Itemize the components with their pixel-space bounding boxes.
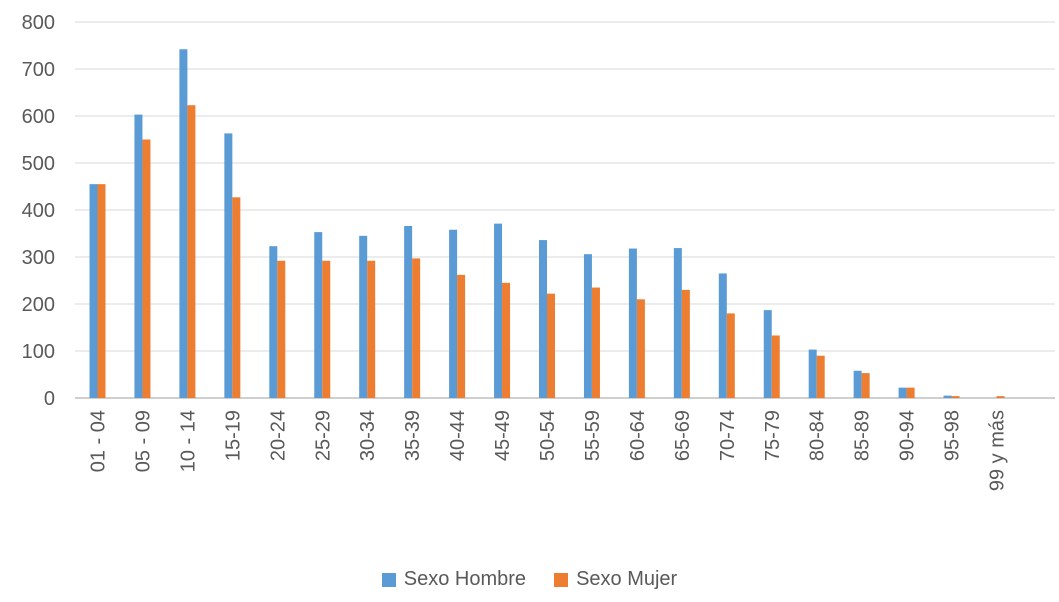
- x-tick-label: 15-19: [222, 410, 244, 461]
- x-tick-label: 35-39: [402, 410, 424, 461]
- x-tick-label: 50-54: [537, 410, 559, 461]
- bar-mujer: [457, 274, 466, 398]
- x-tick-label: 05 - 09: [132, 410, 154, 472]
- legend-swatch-mujer: [554, 572, 569, 587]
- bar-mujer: [996, 396, 1005, 398]
- x-tick-label: 20-24: [267, 410, 289, 461]
- bar-mujer: [726, 313, 735, 398]
- bar-hombre: [853, 370, 862, 398]
- bar-mujer: [277, 260, 286, 398]
- bar-mujer: [187, 105, 196, 398]
- bar-hombre: [314, 232, 323, 398]
- x-tick-label: 25-29: [312, 410, 334, 461]
- bar-chart: 0 100 200 300 400 500 600 700 800 01 - 04 05 - 09 1…: [22, 12, 1055, 491]
- x-tick-label: 30-34: [357, 410, 379, 461]
- bar-mujer: [771, 335, 780, 398]
- x-tick-label: 95-98: [942, 410, 964, 461]
- bar-mujer: [861, 373, 870, 398]
- bar-hombre: [404, 225, 413, 398]
- x-tick-label: 60-64: [627, 410, 649, 461]
- bar-mujer: [547, 293, 555, 398]
- bar-mujer: [142, 139, 151, 398]
- bar-hombre: [134, 114, 143, 398]
- bar-hombre: [673, 248, 682, 398]
- bar-hombre: [943, 395, 952, 398]
- y-tick-label: 700: [22, 59, 55, 81]
- x-tick-label: 40-44: [447, 410, 469, 461]
- y-tick-label: 500: [22, 153, 55, 175]
- bar-hombre: [628, 248, 637, 398]
- bar-mujer: [367, 260, 376, 398]
- bar-mujer: [322, 260, 331, 398]
- legend-label-hombre: Sexo Hombre: [403, 568, 527, 590]
- x-tick-label: 65-69: [672, 410, 694, 461]
- bar-mujer: [502, 282, 511, 398]
- bar-hombre: [179, 49, 188, 398]
- y-tick-label: 200: [22, 294, 55, 316]
- legend-label-mujer: Sexo Mujer: [576, 568, 678, 590]
- bar-hombre: [89, 184, 98, 398]
- y-tick-label: 100: [22, 341, 55, 363]
- legend-swatch-hombre: [381, 572, 396, 587]
- x-tick-label: 85-89: [852, 410, 874, 461]
- legend-item-mujer: Sexo Mujer: [554, 568, 677, 591]
- bar-mujer: [232, 197, 241, 398]
- legend-item-hombre: Sexo Hombre: [381, 568, 527, 591]
- bar-mujer: [636, 299, 645, 398]
- legend: Sexo Hombre Sexo Mujer: [0, 568, 1059, 591]
- x-tick-label: 90-94: [897, 410, 919, 461]
- y-tick-label: 0: [44, 388, 55, 410]
- bar-mujer: [412, 258, 421, 398]
- bar-hombre: [269, 246, 278, 398]
- x-tick-label: 55-59: [582, 410, 604, 461]
- bar-mujer: [816, 355, 825, 398]
- y-tick-label: 800: [22, 12, 55, 34]
- x-tick-label: 75-79: [762, 410, 784, 461]
- bar-hombre: [449, 229, 458, 398]
- bar-hombre: [583, 254, 592, 398]
- bar-mujer: [906, 387, 915, 398]
- x-tick-label: 99 y más: [987, 410, 1009, 491]
- x-tick-label: 01 - 04: [88, 410, 110, 472]
- bar-hombre: [494, 223, 503, 398]
- x-tick-label: 70-74: [717, 410, 739, 461]
- y-tick-label: 300: [22, 247, 55, 269]
- bar-hombre: [224, 133, 233, 398]
- bar-hombre: [718, 273, 727, 398]
- bar-mujer: [681, 289, 690, 398]
- bar-mujer: [951, 396, 960, 398]
- y-tick-label: 400: [22, 200, 55, 222]
- bar-mujer: [591, 287, 600, 398]
- bar-hombre: [898, 387, 907, 398]
- bar-hombre: [359, 235, 368, 398]
- x-tick-label: 45-49: [492, 410, 514, 461]
- x-tick-label: 10 - 14: [177, 410, 199, 472]
- bar-mujer: [97, 184, 106, 398]
- bar-hombre: [763, 310, 772, 398]
- bar-hombre: [539, 240, 547, 398]
- x-tick-label: 80-84: [807, 410, 829, 461]
- y-tick-label: 600: [22, 106, 55, 128]
- bar-hombre: [808, 349, 817, 398]
